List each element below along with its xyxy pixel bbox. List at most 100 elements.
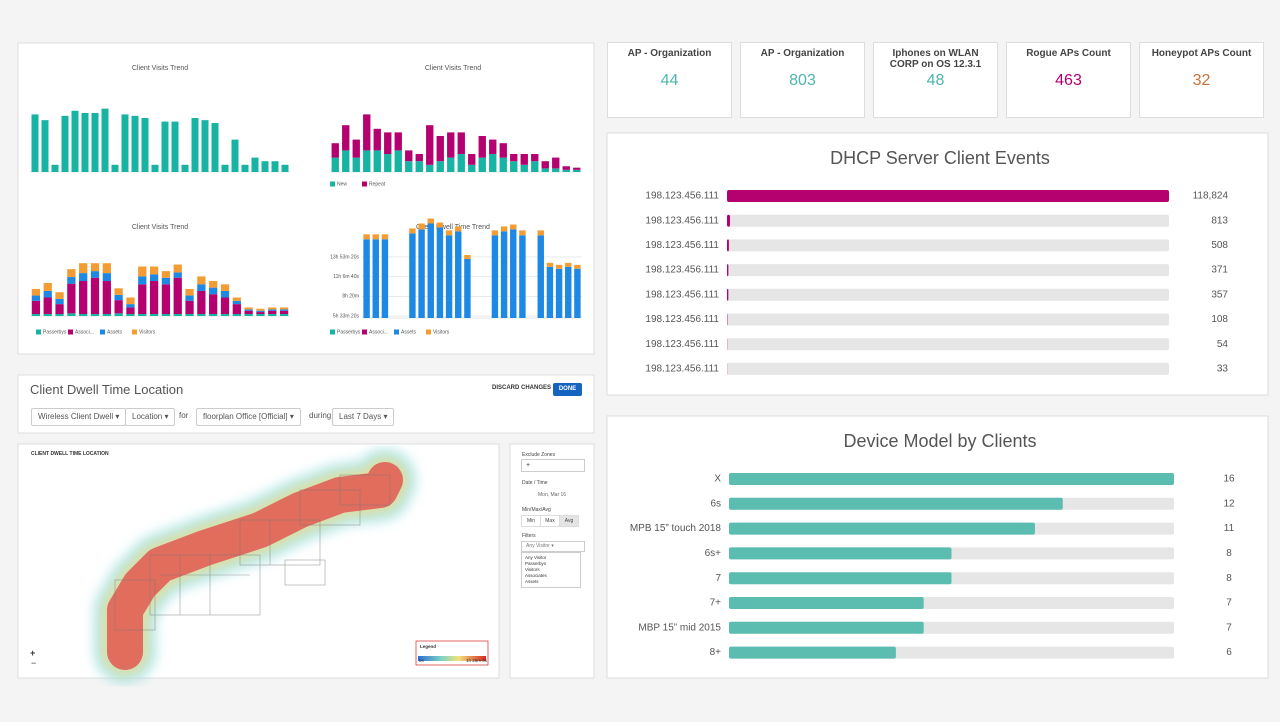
legend-max: 1h 25m 0s — [466, 658, 488, 663]
bar-segment — [185, 300, 194, 315]
chart-title: Client Dwell Time Trend — [416, 224, 490, 231]
legend-label: Visitors — [139, 329, 156, 335]
bar — [151, 164, 159, 172]
bar-segment — [149, 274, 159, 282]
legend-swatch — [362, 181, 367, 187]
mode-button[interactable]: Avg — [559, 515, 579, 527]
kpi-label: AP - Organization — [760, 48, 845, 59]
bar — [61, 115, 69, 172]
bar — [729, 497, 1063, 510]
location-title: Client Dwell Time Location — [30, 382, 184, 397]
filter-option[interactable]: Any Visitor — [525, 555, 547, 560]
bar — [221, 164, 229, 172]
kpi-card: Iphones on WLAN CORP on OS 12.3.1 48 — [873, 42, 998, 118]
bar-segment — [519, 235, 526, 318]
dimension-dropdown[interactable]: Location ▾ — [125, 408, 176, 426]
y-tick-label: 13h 53m 20s — [330, 254, 359, 260]
bar-segment — [31, 288, 41, 296]
bar-segment — [138, 314, 147, 316]
bar-segment — [372, 234, 379, 240]
value-label: 371 — [1211, 265, 1228, 276]
bar-segment — [114, 313, 123, 316]
add-zone[interactable]: + — [521, 459, 585, 472]
bar — [281, 164, 289, 172]
bar-segment — [185, 295, 194, 301]
bar-segment — [574, 268, 581, 318]
bar-segment — [491, 235, 499, 318]
bar-label: 198.123.456.111 — [645, 191, 719, 202]
kpi-card: Honeypot APs Count 32 — [1139, 42, 1264, 118]
bar-segment — [405, 161, 413, 172]
zoom-in[interactable]: + — [30, 648, 36, 658]
bar — [121, 114, 129, 172]
filter-dropdown[interactable]: Any Visitor ▾ — [521, 541, 585, 552]
metric-dropdown[interactable]: Wireless Client Dwell ▾ — [31, 408, 127, 426]
bar-segment — [464, 255, 471, 259]
bar-segment — [67, 269, 76, 278]
bar-segment — [279, 314, 289, 316]
legend-title: Legend — [420, 644, 437, 649]
bar-segment — [457, 154, 465, 172]
bar-segment — [363, 114, 371, 151]
zoom-out[interactable]: − — [31, 658, 37, 668]
filter-option[interactable]: Assets — [525, 579, 539, 584]
floorplan-dropdown[interactable]: floorplan Office [Official] ▾ — [196, 408, 301, 426]
legend-label: Visitors — [433, 329, 450, 335]
bar-label: MBP 15” mid 2015 — [638, 622, 721, 633]
bar-segment — [126, 297, 135, 305]
chart-title: Client Visits Trend — [132, 224, 188, 231]
mode-button[interactable]: Min — [521, 515, 541, 527]
value-label: 357 — [1211, 289, 1228, 300]
bar-segment — [418, 223, 425, 230]
discard-button[interactable]: DISCARD CHANGES — [492, 385, 552, 391]
bar-label: 198.123.456.111 — [645, 289, 719, 300]
bar-segment — [445, 235, 453, 318]
bar — [231, 139, 239, 172]
bar-segment — [541, 161, 549, 169]
bar-label: X — [714, 474, 721, 485]
bar-segment — [209, 287, 218, 295]
bar-segment — [415, 161, 423, 172]
value-label: 7 — [1226, 622, 1232, 633]
bar — [261, 161, 269, 172]
y-tick-label: 5h 33m 20s — [333, 313, 360, 319]
done-button[interactable]: DONE — [553, 383, 582, 396]
legend-swatch — [68, 329, 73, 335]
filter-option[interactable]: Passerbys — [525, 561, 547, 566]
bar-segment — [102, 263, 111, 274]
kpi-value: 463 — [1055, 72, 1082, 89]
bar-segment — [573, 169, 581, 172]
bar-segment — [373, 128, 381, 151]
range-dropdown[interactable]: Last 7 Days ▾ — [332, 408, 395, 426]
bar-segment — [220, 290, 230, 298]
legend-label: Associ... — [75, 329, 94, 335]
bar-label: 7+ — [710, 598, 722, 609]
legend-swatch — [362, 329, 367, 335]
bar-segment — [67, 277, 76, 284]
bar — [171, 121, 179, 172]
bar-segment — [546, 262, 554, 267]
min-max-avg-label: Min/Max/Avg — [522, 507, 551, 513]
filter-option[interactable]: Associates — [525, 573, 547, 578]
legend-min: 0s — [419, 658, 424, 663]
bar-segment — [555, 268, 563, 318]
bar — [241, 164, 249, 172]
bar-segment — [138, 276, 147, 285]
value-label: 33 — [1217, 364, 1229, 375]
value-label: 6 — [1226, 647, 1232, 658]
bar-segment — [426, 164, 434, 172]
mode-button[interactable]: Max — [540, 515, 560, 527]
bar — [31, 114, 39, 172]
bar-segment — [372, 239, 379, 318]
bar-segment — [331, 157, 339, 172]
filter-option[interactable]: Visitors — [525, 567, 540, 572]
bar-segment — [126, 304, 135, 308]
bar-segment — [55, 298, 64, 305]
bar-segment — [415, 154, 423, 162]
bar-segment — [149, 281, 159, 315]
bar-segment — [574, 264, 581, 269]
bar-segment — [43, 297, 52, 315]
bar-segment — [256, 310, 265, 313]
bar-segment — [427, 218, 434, 224]
bar — [91, 112, 99, 172]
